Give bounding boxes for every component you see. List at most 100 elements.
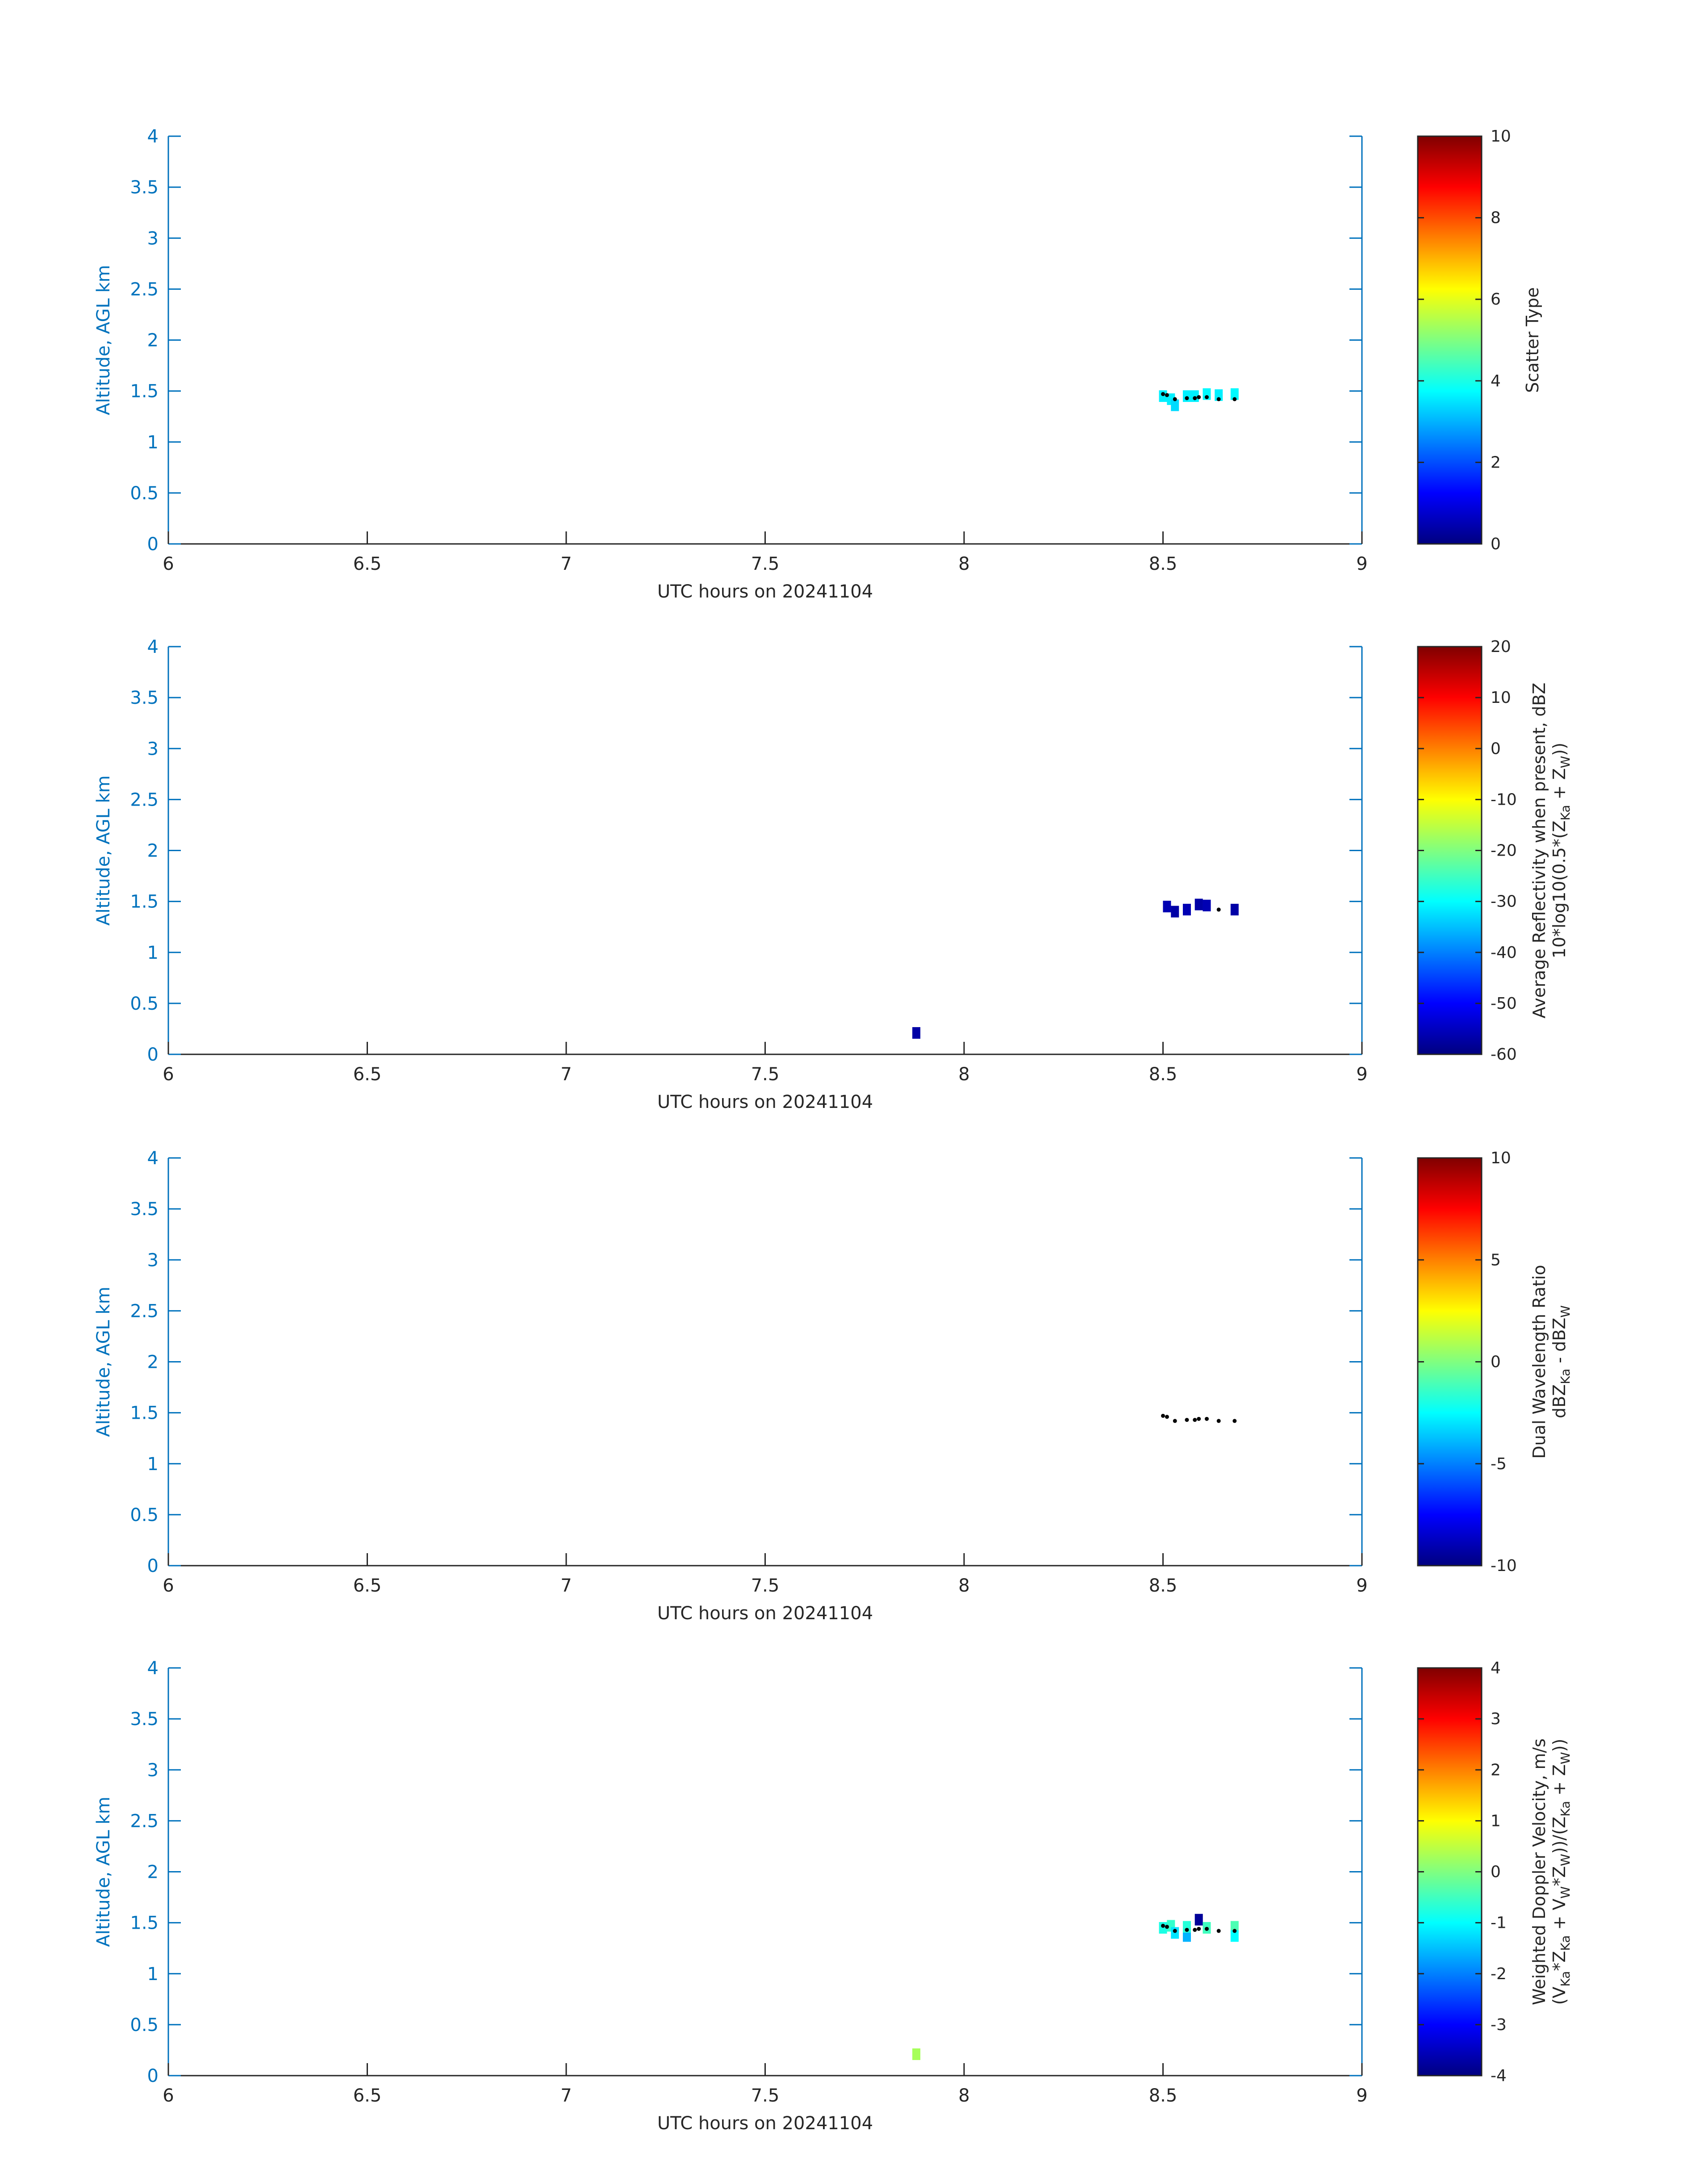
colorbar-tick-label: 10	[1491, 689, 1511, 707]
y-axis-label: Altitude, AGL km	[93, 265, 114, 415]
data-point	[1185, 396, 1189, 401]
x-tick-label: 6	[163, 2085, 174, 2106]
data-point	[1216, 1419, 1221, 1423]
data-cell	[1182, 1930, 1191, 1942]
panel-3: 0 0.5 1 1.5 2 2.5 3 3.5 4 6 6.5 7 7.5 8 8.5 9 UTC hours …	[93, 1148, 1573, 1624]
colorbar-tick-label: 5	[1491, 1251, 1501, 1269]
colorbar: -4 -3 -2 -1 0 1 2 3 4 Weighted Doppler Velocity, …	[1417, 1659, 1573, 2085]
colorbar-tick-label: 3	[1491, 1710, 1501, 1728]
colorbar-formula-part: 10*log10(0.5*(Z	[1549, 820, 1569, 958]
x-tick-label: 7.5	[751, 1575, 780, 1596]
colorbar-formula-subscript: W	[1558, 1854, 1573, 1866]
colorbar-formula: 10*log10(0.5*(ZKa + ZW))	[1549, 743, 1573, 958]
colorbar-gradient	[1417, 1667, 1482, 2077]
colorbar-formula-subscript: Ka	[1558, 1801, 1573, 1817]
panel-2: 0 0.5 1 1.5 2 2.5 3 3.5 4 6 6.5 7 7.5 8 8.5 9 UTC hours …	[93, 637, 1573, 1112]
data-point	[1161, 1923, 1165, 1928]
data-point	[1173, 1929, 1177, 1933]
x-tick-label: 8	[958, 1575, 969, 1596]
y-tick-label: 3	[147, 1760, 159, 1780]
x-tick-label: 7.5	[751, 554, 780, 574]
y-tick-label: 0.5	[130, 1505, 159, 1525]
data-point	[1185, 1928, 1189, 1932]
y-tick-label: 4	[147, 637, 159, 657]
colorbar-tick-label: -30	[1491, 893, 1517, 911]
data-cell	[1194, 1914, 1203, 1926]
data-point	[1232, 1929, 1237, 1933]
colorbar-tick-label: 0	[1491, 535, 1501, 553]
y-tick-label: 4	[147, 1658, 159, 1679]
colorbar-tick-label: -10	[1491, 1557, 1517, 1575]
data-cell	[1171, 399, 1179, 411]
x-tick-label: 8.5	[1149, 1064, 1178, 1085]
x-axis-label: UTC hours on 20241104	[657, 1603, 873, 1624]
data-point	[1216, 907, 1221, 912]
data-cell	[1230, 903, 1239, 915]
colorbar-label: Weighted Doppler Velocity, m/s	[1529, 1738, 1549, 2005]
data-cell	[1171, 906, 1179, 918]
data-point	[1205, 1417, 1209, 1421]
x-tick-label: 7	[560, 554, 572, 574]
colorbar-tick-label: -10	[1491, 790, 1517, 809]
x-tick-label: 9	[1356, 554, 1367, 574]
data-point	[1232, 1419, 1237, 1423]
colorbar-tick-label: -2	[1491, 1965, 1507, 1983]
y-tick-label: 3	[147, 739, 159, 759]
data-point	[1205, 395, 1209, 399]
y-tick-label: 0	[147, 2066, 159, 2086]
x-tick-label: 9	[1356, 1575, 1367, 1596]
data-point	[1216, 397, 1221, 401]
colorbar-tick-label: -40	[1491, 944, 1517, 962]
data-cell	[1230, 1930, 1239, 1942]
colorbar-tick-label: 0	[1491, 1863, 1501, 1881]
data-point	[1165, 393, 1169, 397]
colorbar-tick-label: -20	[1491, 842, 1517, 860]
data-point	[1161, 1413, 1165, 1418]
y-axis-label: Altitude, AGL km	[93, 1797, 114, 1947]
colorbar-formula-part: + Z	[1549, 768, 1569, 805]
x-tick-label: 7	[560, 1064, 572, 1085]
y-tick-label: 1.5	[130, 1913, 159, 1934]
colorbar-tick-label: 4	[1491, 1659, 1501, 1677]
y-tick-label: 0	[147, 1556, 159, 1576]
colorbar-formula-part: *Z	[1549, 1866, 1569, 1886]
colorbar-tick-label: 8	[1491, 209, 1501, 227]
y-tick-label: 3.5	[130, 177, 159, 198]
data-cell	[1182, 390, 1191, 402]
x-tick-label: 8.5	[1149, 554, 1178, 574]
colorbar-formula: dBZKa - dBZW	[1549, 1305, 1573, 1418]
y-tick-label: 0.5	[130, 2015, 159, 2035]
y-tick-label: 1.5	[130, 892, 159, 912]
data-cell	[1194, 898, 1203, 911]
x-tick-label: 9	[1356, 2085, 1367, 2106]
colorbar-tick-label: 6	[1491, 290, 1501, 309]
panel-4: 0 0.5 1 1.5 2 2.5 3 3.5 4 6 6.5 7 7.5 8 8.5 9 UTC hours …	[93, 1658, 1573, 2134]
x-tick-label: 6.5	[353, 554, 382, 574]
y-tick-label: 1	[147, 1454, 159, 1475]
colorbar-formula-part: + V	[1549, 1899, 1569, 1935]
data-cell	[1159, 390, 1167, 402]
x-tick-label: 8	[958, 2085, 969, 2106]
colorbar-formula-part: ))	[1549, 743, 1569, 756]
colorbar: -60 -50 -40 -30 -20 -10 0 10 20 Average Reflectiv…	[1417, 638, 1573, 1064]
colorbar-formula-subscript: W	[1558, 756, 1573, 769]
x-tick-label: 8	[958, 1064, 969, 1085]
y-tick-label: 3	[147, 1250, 159, 1270]
data-point	[1193, 1928, 1197, 1932]
colorbar-tick-label: 1	[1491, 1812, 1501, 1830]
y-tick-label: 0.5	[130, 483, 159, 504]
colorbar-formula-subscript: Ka	[1558, 1935, 1573, 1951]
y-tick-label: 3	[147, 228, 159, 249]
y-tick-label: 1.5	[130, 381, 159, 402]
data-cell	[1203, 388, 1211, 400]
colorbar-tick-label: -1	[1491, 1914, 1507, 1932]
y-tick-label: 0	[147, 534, 159, 555]
data-point	[1173, 397, 1177, 401]
x-tick-label: 6	[163, 1575, 174, 1596]
panel-1: 0 0.5 1 1.5 2 2.5 3 3.5 4 6 6.5 7 7.5 8 8.5 9 UTC hours …	[93, 126, 1542, 602]
data-point	[1216, 1929, 1221, 1933]
data-point	[1193, 1418, 1197, 1422]
colorbar-formula-part: *Z	[1549, 1951, 1569, 1971]
colorbar-formula-part: dBZ	[1549, 1384, 1569, 1418]
y-tick-label: 3.5	[130, 688, 159, 708]
